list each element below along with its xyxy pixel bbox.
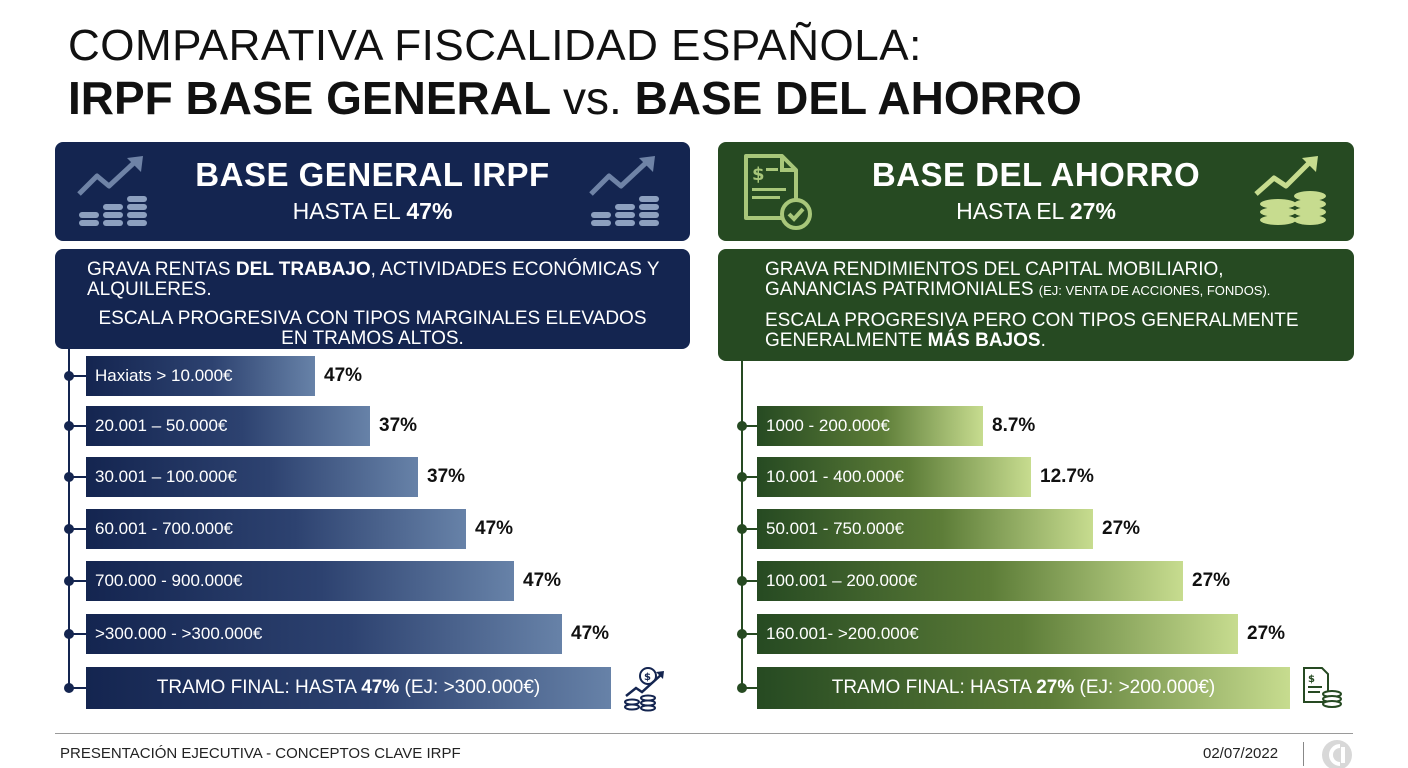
timeline-connector <box>69 375 87 377</box>
timeline-connector <box>742 633 760 635</box>
desc-text: GRAVA RENDIMIENTOS DEL CAPITAL MOBILIARI… <box>765 259 1224 280</box>
desc-text: , ACTIVIDADES ECONÓMICAS Y <box>370 259 660 280</box>
timeline-connector <box>742 476 760 478</box>
tax-rate-label: 12.7% <box>1040 466 1094 487</box>
document-check-icon: $ <box>744 154 812 230</box>
tax-rate-label: 27% <box>1247 623 1286 644</box>
timeline-connector <box>69 580 87 582</box>
description-line-1: GRAVA RENDIMIENTOS DEL CAPITAL MOBILIARI… <box>765 260 1350 301</box>
tax-rate-label: 27% <box>1102 518 1141 539</box>
timeline-connector <box>69 528 87 530</box>
timeline-connector <box>742 425 760 427</box>
tax-rate-label: 37% <box>379 415 418 436</box>
logo-icon <box>1322 740 1352 768</box>
desc-bold: DEL TRABAJO <box>235 259 371 280</box>
description-line-2: ESCALA PROGRESIVA CON TIPOS MARGINALES E… <box>55 309 690 349</box>
svg-text:$: $ <box>644 672 651 683</box>
money-growth-icon <box>1254 156 1326 225</box>
money-growth-icon: $ <box>624 667 664 712</box>
desc-small: (EJ: VENTA DE ACCIONES, FONDOS). <box>1038 283 1271 298</box>
tax-bracket-bar: 10.001 - 400.000€ <box>757 457 1031 497</box>
description-line-2: ESCALA PROGRESIVA PERO CON TIPOS GENERAL… <box>765 311 1350 351</box>
final-text: (EJ: >200.000€) <box>1074 677 1216 698</box>
base-ahorro-header: BASE DEL AHORRO HASTA EL 27% $ <box>718 142 1354 241</box>
base-general-description: GRAVA RENTAS DEL TRABAJO, ACTIVIDADES EC… <box>55 249 690 349</box>
base-general-header: BASE GENERAL IRPF HASTA EL 47% <box>55 142 690 241</box>
timeline-connector <box>69 476 87 478</box>
tax-rate-label: 47% <box>475 518 514 539</box>
desc-text: . <box>1040 330 1046 351</box>
left-timeline <box>68 349 70 689</box>
tax-bracket-bar: 50.001 - 750.000€ <box>757 509 1093 549</box>
footer-caption: PRESENTACIÓN EJECUTIVA - CONCEPTOS CLAVE… <box>60 745 461 762</box>
base-ahorro-description: GRAVA RENDIMIENTOS DEL CAPITAL MOBILIARI… <box>718 249 1354 361</box>
left-final-bracket: TRAMO FINAL: HASTA 47% (EJ: >300.000€) <box>86 667 611 709</box>
footer-separator <box>1303 742 1304 766</box>
title-line-2: IRPF BASE GENERAL vs. BASE DEL AHORRO <box>68 72 1082 124</box>
growth-chart-coins-icon <box>589 156 659 226</box>
tax-bracket-bar: 60.001 - 700.000€ <box>86 509 466 549</box>
final-text: TRAMO FINAL: HASTA <box>156 677 362 698</box>
page-title: COMPARATIVA FISCALIDAD ESPAÑOLA: IRPF BA… <box>68 20 1082 124</box>
tax-bracket-bar: 100.001 – 200.000€ <box>757 561 1183 601</box>
title-base-general: IRPF BASE GENERAL <box>68 72 551 124</box>
timeline-connector <box>742 687 760 689</box>
desc-text: GENERALMENTE <box>765 330 928 351</box>
tax-rate-label: 47% <box>571 623 610 644</box>
desc-text: ESCALA PROGRESIVA PERO CON TIPOS GENERAL… <box>765 310 1299 331</box>
footer-date: 02/07/2022 <box>1203 745 1279 762</box>
desc-text: ALQUILERES. <box>87 279 212 300</box>
footer-divider <box>55 733 1353 734</box>
base-ahorro-subtitle: HASTA EL 27% <box>718 198 1354 225</box>
tax-bracket-bar: Haxiats > 10.000€ <box>86 356 315 396</box>
desc-text: EN TRAMOS ALTOS. <box>281 328 464 349</box>
tax-bracket-bar: 1000 - 200.000€ <box>757 406 983 446</box>
right-final-bracket: TRAMO FINAL: HASTA 27% (EJ: >200.000€) <box>757 667 1290 709</box>
base-general-subtitle: HASTA EL 47% <box>55 198 690 225</box>
desc-text: GANANCIAS PATRIMONIALES <box>765 279 1034 300</box>
subtitle-prefix: HASTA EL <box>956 198 1064 224</box>
subtitle-value: 27% <box>1069 198 1116 224</box>
tax-rate-label: 47% <box>523 570 562 591</box>
base-general-title: BASE GENERAL IRPF <box>195 156 550 193</box>
subtitle-prefix: HASTA EL <box>292 198 400 224</box>
tax-bracket-bar: 160.001- >200.000€ <box>757 614 1238 654</box>
tax-rate-label: 27% <box>1192 570 1231 591</box>
title-vs: vs. <box>563 72 622 124</box>
timeline-connector <box>69 425 87 427</box>
tax-bracket-bar: 30.001 – 100.000€ <box>86 457 418 497</box>
desc-bold: MÁS BAJOS <box>927 330 1041 351</box>
timeline-connector <box>69 633 87 635</box>
tax-bracket-bar: 700.000 - 900.000€ <box>86 561 514 601</box>
desc-text: ESCALA PROGRESIVA CON TIPOS MARGINALES E… <box>98 308 647 329</box>
base-ahorro-title: BASE DEL AHORRO <box>871 156 1201 193</box>
tax-rate-label: 37% <box>427 466 466 487</box>
title-base-ahorro: BASE DEL AHORRO <box>634 72 1082 124</box>
final-text: TRAMO FINAL: HASTA <box>831 677 1037 698</box>
receipt-coins-icon: $ <box>1303 667 1342 708</box>
desc-text: GRAVA RENTAS <box>87 259 236 280</box>
svg-text:$: $ <box>752 164 765 185</box>
description-line-1: GRAVA RENTAS DEL TRABAJO, ACTIVIDADES EC… <box>87 260 687 300</box>
timeline-connector <box>742 580 760 582</box>
timeline-connector <box>69 687 87 689</box>
title-line-1: COMPARATIVA FISCALIDAD ESPAÑOLA: <box>68 21 922 70</box>
timeline-connector <box>742 528 760 530</box>
growth-chart-coins-icon <box>77 156 147 226</box>
tax-bracket-bar: 20.001 – 50.000€ <box>86 406 370 446</box>
final-value: 47% <box>361 677 400 698</box>
subtitle-value: 47% <box>406 198 453 224</box>
tax-rate-label: 47% <box>324 365 363 386</box>
final-value: 27% <box>1036 677 1075 698</box>
svg-text:$: $ <box>1308 674 1315 685</box>
final-text: (EJ: >300.000€) <box>399 677 541 698</box>
tax-rate-label: 8.7% <box>992 415 1036 436</box>
tax-bracket-bar: >300.000 - >300.000€ <box>86 614 562 654</box>
